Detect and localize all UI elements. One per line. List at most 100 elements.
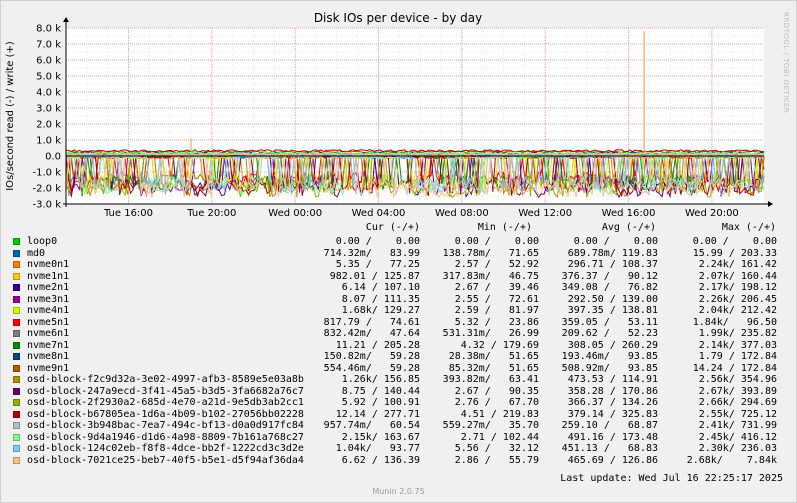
legend-swatch [13,376,20,383]
y-tick-label: 6.0 k [36,56,61,67]
chart-title: Disk IOs per device - by day [314,11,482,25]
legend-swatch [13,261,20,268]
legend-value-min: 317.83m/ 46.75 [442,270,539,282]
legend-value-min: 2.59 / 81.97 [454,305,539,316]
y-tick-label: 5.0 k [36,72,61,83]
legend-value-min: 2.76 / 67.70 [454,397,539,408]
legend-row: osd-block-124c02eb-f8f8-4dce-bb2f-1222cd… [0,443,797,454]
legend-value-max: 1.99k/ 235.82 [698,328,777,339]
legend-value-avg: 491.16 / 173.48 [567,431,658,443]
legend-row: nvme0n1 5.35 / 77.25 2.57 / 52.92 296.71 / … [0,259,797,270]
legend-row: osd-block-7021ce25-beb7-40f5-b5e1-d5f94a… [0,455,797,466]
legend-value-min: 393.82m/ 63.41 [442,374,539,385]
series-write-line [66,149,765,153]
legend-header-cur: Cur (-/+) [365,222,420,233]
legend-row: osd-block-9d4a1946-d1d6-4a98-8809-7b161a… [0,432,797,443]
legend-value-min: 2.57 / 52.92 [454,259,539,270]
legend-name: nvme0n1 [27,259,70,270]
legend-value-min: 2.67 / 39.46 [454,282,539,293]
legend-value-max: 2.41k/ 731.99 [698,420,777,431]
legend-name: nvme9n1 [27,362,70,374]
y-tick-label: 0.0 [45,152,61,163]
legend-value-avg: 193.46m/ 93.85 [561,351,658,362]
legend-value-max: 2.56k/ 354.96 [698,374,777,385]
legend-row: osd-block-2f2930a2-685d-4e70-a21d-9e5db3… [0,397,797,408]
legend-row: nvme1n1 982.01 / 125.87 317.83m/ 46.75 376.… [0,271,797,282]
munin-version: Munin 2.0.75 [372,487,425,496]
legend-value-cur: 982.01 / 125.87 [329,270,420,282]
legend-value-min: 5.56 / 32.12 [454,443,539,454]
legend-row: osd-block-b67805ea-1d6a-4b09-b102-27056b… [0,409,797,420]
y-axis-arrow [63,17,69,22]
legend-value-avg: 209.62 / 52.23 [561,328,658,339]
legend-value-min: 2.67 / 90.35 [454,385,539,397]
legend-value-avg: 508.92m/ 93.85 [561,362,658,374]
legend-swatch [13,456,20,464]
legend-value-max: 1.79 / 172.84 [698,351,777,362]
legend-value-cur: 554.46m/ 59.28 [323,362,420,374]
legend-value-avg: 376.37 / 90.12 [561,270,658,282]
legend-row: nvme4n1 1.68k/ 129.27 2.59 / 81.97 397.35 /… [0,305,797,316]
legend-name: osd-block-f2c9d32a-3e02-4997-afb3-8589e5… [27,374,304,385]
legend-value-max: 2.68k/ 7.84k [686,454,777,466]
y-tick-label: -1.0 k [33,168,62,179]
legend-row: nvme7n1 11.21 / 205.28 4.32 / 179.69 308.05… [0,340,797,351]
legend-swatch [13,238,20,245]
legend-value-min: 28.38m/ 51.65 [448,351,539,362]
legend-value-min: 85.32m/ 51.65 [448,362,539,374]
legend-row: nvme6n1 832.42m/ 47.64 531.31m/ 26.99 209.6… [0,328,797,339]
legend-value-cur: 5.35 / 77.25 [335,259,420,270]
legend-swatch [13,284,20,291]
legend-value-min: 4.51 / 219.83 [460,408,539,420]
legend-name: osd-block-b67805ea-1d6a-4b09-b102-27056b… [27,408,304,420]
legend-value-cur: 0.00 / 0.00 [335,236,420,247]
legend-row: osd-block-247a9ecd-3f41-45a5-b3d5-3fa668… [0,386,797,397]
legend-value-max: 15.99 / 203.33 [692,247,777,259]
legend-row: nvme2n1 6.14 / 107.10 2.67 / 39.46 349.08 /… [0,282,797,293]
legend-value-max: 2.04k/ 212.42 [698,305,777,316]
legend-value-max: 2.30k/ 236.03 [698,443,777,454]
legend-name: nvme7n1 [27,339,70,351]
legend-value-min: 5.32 / 23.86 [454,316,539,328]
legend-swatch [13,295,20,303]
legend-swatch [13,330,20,337]
legend-value-cur: 12.14 / 277.71 [335,408,420,420]
y-tick-label: 8.0 k [36,24,61,35]
legend-value-min: 0.00 / 0.00 [454,236,539,247]
series-read-line [65,155,765,199]
legend-swatch [13,272,20,280]
legend-swatch [13,433,20,441]
y-tick-label: 7.0 k [36,40,61,51]
legend-value-cur: 714.32m/ 83.99 [323,247,420,259]
legend-name: nvme2n1 [27,282,70,293]
x-tick-label: Wed 16:00 [602,208,656,219]
y-tick-label: 2.0 k [36,120,61,131]
legend-swatch [13,353,20,360]
legend-value-avg: 0.00 / 0.00 [573,236,658,247]
legend-swatch [13,249,20,257]
legend-value-avg: 689.78m/ 119.83 [567,247,658,259]
legend-value-avg: 451.13 / 68.83 [561,443,658,454]
legend-value-min: 138.78m/ 71.65 [442,247,539,259]
legend-header-max: Max (-/+) [721,222,776,233]
y-tick-label: 3.0 k [36,104,61,115]
legend-name: nvme3n1 [27,293,70,305]
legend-value-cur: 11.21 / 205.28 [335,339,420,351]
legend-name: osd-block-247a9ecd-3f41-45a5-b3d5-3fa668… [27,385,304,397]
legend-value-max: 1.84k/ 96.50 [692,316,777,328]
legend-value-avg: 359.05 / 53.11 [561,316,658,328]
legend-name: nvme1n1 [27,270,70,282]
legend-value-min: 2.71 / 102.44 [460,431,539,443]
legend-row: osd-block-f2c9d32a-3e02-4997-afb3-8589e5… [0,374,797,385]
y-axis-label: IOs/second read (-) / write (+) [5,41,16,191]
legend-value-avg: 308.05 / 260.29 [567,339,658,351]
legend-header-min: Min (-/+) [477,222,532,233]
legend-swatch [13,387,20,395]
legend-name: osd-block-2f2930a2-685d-4e70-a21d-9e5db3… [27,397,304,408]
legend-swatch [13,307,20,314]
legend-swatch [13,341,20,349]
series-write-line [65,151,765,156]
series-read-line [65,155,765,195]
legend-value-cur: 817.79 / 74.61 [323,316,420,328]
legend-value-avg: 349.08 / 76.82 [561,282,658,293]
